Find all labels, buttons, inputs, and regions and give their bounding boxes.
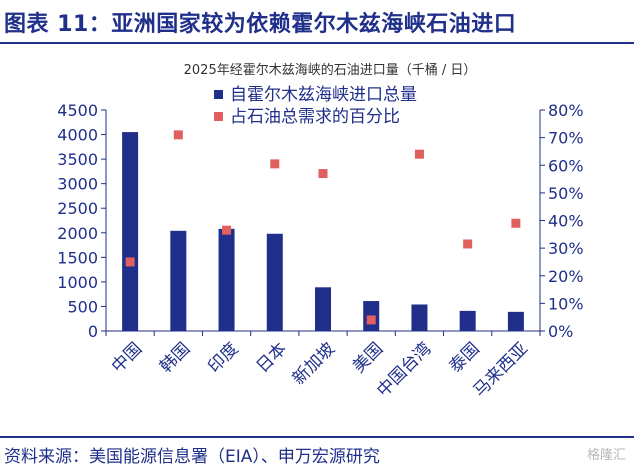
legend-label-marker: 占石油总需求的百分比 (230, 107, 400, 127)
share-marker (318, 169, 328, 179)
left-tick-label: 4000 (57, 126, 98, 145)
left-tick-label: 3500 (57, 150, 98, 169)
bar (122, 132, 139, 331)
legend-label-bar: 自霍尔木兹海峡进口总量 (230, 85, 417, 105)
left-tick-label: 1000 (57, 273, 98, 292)
category-label: 日本 (253, 339, 291, 377)
share-marker (173, 130, 183, 140)
header-divider (0, 42, 634, 44)
right-tick-label: 20% (548, 267, 584, 286)
share-marker (270, 159, 280, 169)
right-tick-label: 60% (548, 156, 584, 175)
share-marker (222, 225, 232, 235)
right-tick-label: 0% (548, 322, 573, 341)
category-label: 新加坡 (289, 339, 339, 389)
right-tick-label: 10% (548, 294, 584, 313)
legend-swatch-bar (214, 90, 223, 99)
category-label: 美国 (349, 339, 387, 377)
figure-title: 图表 11：亚洲国家较为依赖霍尔木兹海峡石油进口 (4, 12, 517, 37)
share-marker (125, 257, 135, 267)
chart-title: 2025年经霍尔木兹海峡的石油进口量（千桶 / 日） (184, 62, 477, 78)
legend-swatch-marker (214, 112, 223, 121)
source-note: 资料来源：美国能源信息署（EIA）、申万宏源研究 (4, 447, 380, 467)
right-tick-label: 70% (548, 129, 584, 148)
share-marker (511, 218, 521, 228)
bar (411, 304, 428, 331)
left-tick-label: 2000 (57, 224, 98, 243)
left-tick-label: 0 (88, 322, 98, 341)
footer-divider (0, 436, 634, 438)
share-marker (366, 315, 376, 325)
share-marker (414, 149, 424, 159)
category-label: 中国 (108, 339, 146, 377)
category-label: 泰国 (446, 339, 484, 377)
bar (315, 287, 331, 331)
left-tick-label: 500 (67, 297, 98, 316)
left-tick-label: 2500 (57, 199, 98, 218)
right-tick-label: 40% (548, 212, 584, 231)
category-label: 中国台湾 (373, 339, 435, 401)
right-tick-label: 80% (548, 101, 584, 120)
left-tick-label: 4500 (57, 101, 98, 120)
category-label: 韩国 (156, 339, 194, 377)
marker-series (125, 130, 521, 325)
left-tick-label: 1500 (57, 248, 98, 267)
bar (266, 233, 283, 331)
right-tick-label: 30% (548, 239, 584, 258)
share-marker (463, 239, 473, 249)
bar (459, 310, 476, 331)
category-label: 印度 (204, 339, 242, 377)
bar (218, 228, 235, 331)
left-tick-label: 3000 (57, 175, 98, 194)
right-tick-label: 50% (548, 184, 584, 203)
watermark: 格隆汇 (586, 448, 626, 463)
bar (170, 230, 187, 331)
figure-header: 图表 11：亚洲国家较为依赖霍尔木兹海峡石油进口 (0, 0, 634, 44)
category-label: 马来西亚 (470, 339, 532, 401)
bar (507, 311, 524, 331)
bar-series (122, 132, 524, 331)
